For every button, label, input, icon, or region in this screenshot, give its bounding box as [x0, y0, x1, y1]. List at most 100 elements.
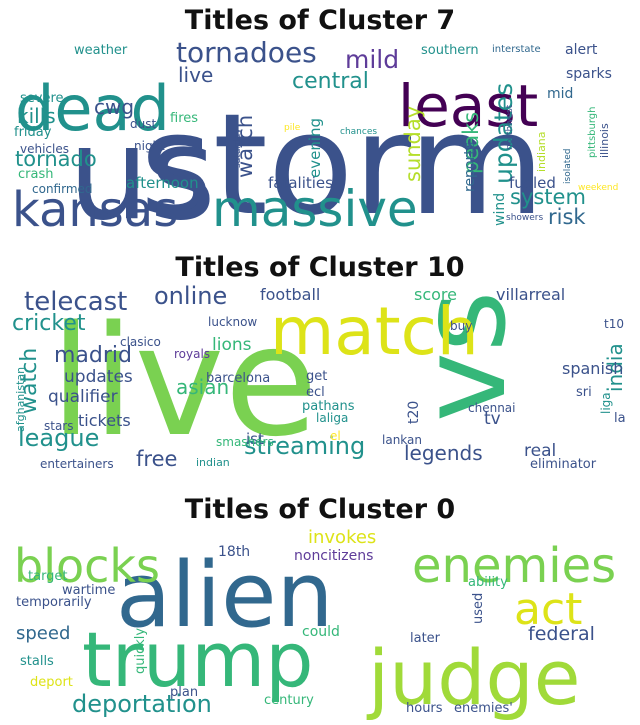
word-weekend: weekend	[578, 183, 618, 193]
word-liga: liga	[599, 392, 613, 414]
word-tickets: tickets	[78, 411, 131, 430]
word-real: real	[524, 441, 556, 461]
word-weather: weather	[74, 43, 128, 58]
word-buy: buy	[450, 319, 472, 333]
word-villarreal: villarreal	[496, 285, 565, 304]
cluster-10-title: Titles of Cluster 10	[175, 252, 465, 283]
word-eliminator: eliminator	[530, 457, 597, 472]
word-century: century	[264, 693, 314, 708]
word-risk: risk	[548, 205, 586, 229]
word-spanish: spanish	[562, 359, 623, 378]
word-la: la	[614, 411, 626, 426]
word-cricket: cricket	[12, 311, 86, 336]
word-qualifier: qualifier	[48, 387, 118, 407]
word-southern: southern	[421, 43, 479, 58]
word-entertainers: entertainers	[40, 457, 114, 471]
word-isolated: isolated	[563, 149, 573, 185]
word-massive: massive	[212, 180, 418, 238]
word-online: online	[154, 284, 227, 310]
word-confirmed: confirmed	[32, 182, 93, 196]
word-fueled: fueled	[509, 174, 556, 192]
word-cwg: cwg	[94, 95, 134, 119]
word-madrid: madrid	[54, 343, 132, 368]
word-stars: stars	[44, 419, 74, 433]
word-alien: alien	[116, 543, 334, 648]
word-mid: mid	[547, 86, 573, 102]
word-pile: pile	[284, 123, 301, 133]
word-blocks: blocks	[14, 539, 160, 593]
word-chances: chances	[340, 127, 377, 137]
word-could: could	[302, 624, 340, 640]
word-temporarily: temporarily	[16, 595, 92, 610]
cluster-7-title: Titles of Cluster 7	[184, 5, 456, 36]
word-crash: crash	[18, 167, 53, 182]
word-ist: ist	[246, 430, 264, 448]
word-18th: 18th	[218, 544, 250, 560]
word-match: match	[270, 293, 479, 370]
word-stalls: stalls	[20, 654, 54, 669]
word-friday: friday	[14, 125, 52, 140]
word-dead: dead	[15, 72, 170, 145]
word-get: get	[306, 369, 327, 384]
word-peaks: peaks	[459, 112, 483, 174]
word-fatalities: fatalities	[268, 174, 333, 192]
word-enemies: enemies'	[454, 701, 513, 716]
word-system: system	[510, 185, 586, 209]
word-noncitizens: noncitizens	[294, 548, 373, 564]
word-enemies: enemies	[412, 538, 616, 594]
word-quickly: quickly	[133, 628, 148, 674]
word-tv: tv	[484, 409, 501, 429]
word-indian: indian	[196, 456, 230, 469]
word-league: league	[18, 424, 99, 452]
word-severe: severe	[20, 91, 64, 106]
word-northwest: northwest	[505, 104, 515, 150]
word-clasico: clasico	[120, 335, 161, 349]
word-act: act	[514, 584, 582, 635]
word-watch: watch	[233, 115, 257, 178]
word-legends: legends	[404, 441, 483, 465]
word-invokes: invokes	[308, 528, 376, 548]
word-score: score	[414, 285, 457, 304]
word-saturday: saturday	[233, 128, 243, 168]
word-alert: alert	[565, 42, 598, 58]
word-sunday: sunday	[401, 106, 425, 182]
word-illinois: illinois	[598, 123, 611, 158]
word-t10: t10	[604, 317, 624, 331]
word-target: target	[28, 569, 68, 584]
word-deport: deport	[30, 675, 73, 690]
word-tornado: tornado	[15, 147, 97, 171]
word-dust: dust	[130, 117, 156, 131]
word-lucknow: lucknow	[208, 315, 257, 329]
word-ability: ability	[468, 575, 508, 590]
word-vs: vs	[394, 291, 532, 422]
word-pittsburgh: pittsburgh	[587, 107, 598, 158]
word-india: india	[603, 343, 627, 392]
word-asian: asian	[176, 375, 229, 399]
word-federal: federal	[528, 623, 595, 645]
word-speed: speed	[16, 623, 70, 644]
word-hours: hours	[406, 701, 443, 716]
word-watch: watch	[17, 348, 42, 414]
word-kills: kills	[17, 104, 56, 128]
word-us: us	[68, 100, 216, 238]
word-night: night	[134, 139, 165, 153]
word-royals: royals	[174, 347, 210, 361]
word-wind: wind	[492, 193, 508, 226]
word-el: el	[330, 429, 341, 443]
word-smashers: smashers	[216, 435, 274, 449]
word-live: live	[178, 63, 213, 87]
word-plan: plan	[170, 685, 198, 700]
word-interstate: interstate	[492, 44, 541, 55]
word-wartime: wartime	[62, 583, 115, 598]
word-sparks: sparks	[566, 66, 612, 82]
word-afternoon: afternoon	[126, 174, 199, 192]
word-kansas: kansas	[12, 182, 178, 238]
word-storm: storm	[140, 84, 545, 238]
word-fires: fires	[170, 111, 198, 126]
word-chennai: chennai	[468, 401, 515, 415]
word-sri: sri	[576, 385, 592, 400]
word-telecast: telecast	[24, 287, 127, 317]
word-pathans: pathans	[302, 399, 355, 414]
